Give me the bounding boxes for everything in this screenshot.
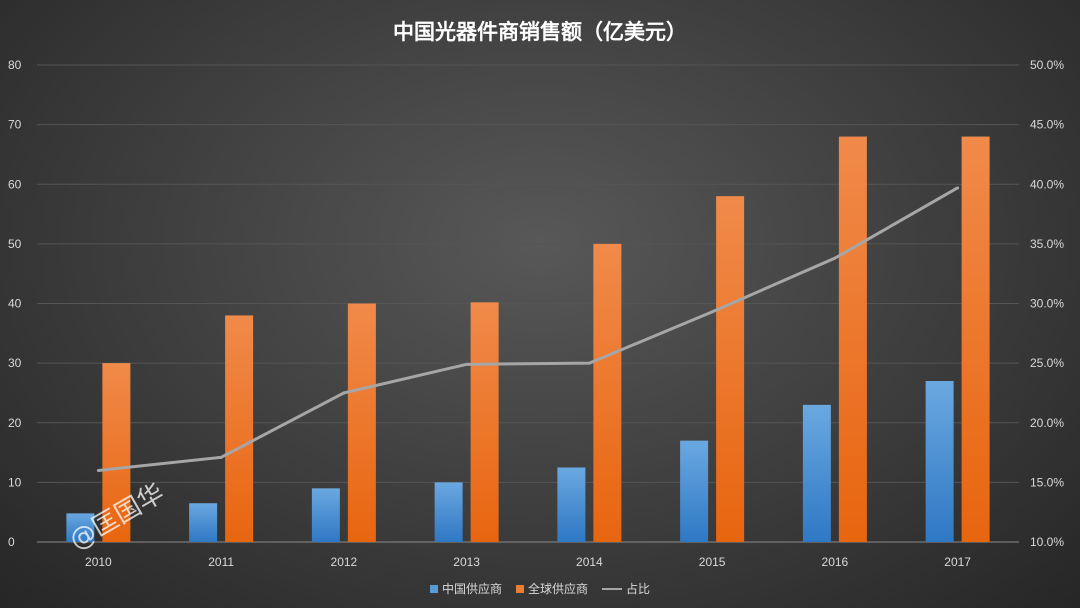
y-tick-label: 10 [8,475,22,489]
bar-global [838,136,867,543]
bar-global [102,363,131,542]
line-point [342,391,346,395]
bar-global [225,315,254,542]
x-tick-label: 2010 [85,555,112,569]
y-tick-label: 30 [8,356,22,370]
y2-tick-label: 35.0% [1030,237,1064,251]
x-tick-label: 2014 [576,555,603,569]
bar-global [593,243,622,542]
x-tick-label: 2015 [699,555,726,569]
bar-global [470,302,499,542]
line-point [956,186,960,190]
y2-tick-label: 25.0% [1030,356,1064,370]
bar-china [434,482,463,542]
y-tick-label: 20 [8,416,22,430]
legend-item: 全球供应商 [515,580,588,597]
legend-item: 中国供应商 [429,580,502,597]
legend-item: 占比 [602,580,650,597]
y-tick-label: 40 [8,297,22,311]
y2-tick-label: 50.0% [1030,58,1064,72]
y2-tick-label: 45.0% [1030,118,1064,132]
bar-china [66,513,95,542]
bar-global [961,136,990,543]
bar-china [189,503,218,542]
line-point [833,256,837,260]
y-tick-label: 60 [8,177,22,191]
y2-tick-label: 30.0% [1030,297,1064,311]
x-tick-label: 2017 [944,555,971,569]
legend-marker [602,587,622,590]
x-tick-label: 2016 [822,555,849,569]
y2-tick-label: 40.0% [1030,177,1064,191]
legend-label: 全球供应商 [527,582,588,596]
y2-tick-label: 15.0% [1030,475,1064,489]
y2-tick-label: 20.0% [1030,416,1064,430]
legend-label: 占比 [626,582,651,596]
line-point [465,362,469,366]
bar-china [802,404,831,542]
x-tick-label: 2012 [331,555,358,569]
bar-china [557,467,586,542]
bar-china [311,488,340,542]
y-tick-label: 0 [8,535,15,549]
legend-label: 中国供应商 [441,582,502,596]
legend-marker [429,584,438,593]
bar-china [680,440,709,542]
y-tick-label: 50 [8,237,22,251]
x-tick-label: 2013 [453,555,480,569]
line-point [96,468,100,472]
y-tick-label: 80 [8,58,22,72]
legend: 中国供应商 全球供应商 占比 [0,580,1080,597]
line-point [219,455,223,459]
y-tick-label: 70 [8,118,22,132]
y2-tick-label: 10.0% [1030,535,1064,549]
line-point [710,310,714,314]
chart-title: 中国光器件商销售额（亿美元） [393,20,687,44]
bar-global [347,303,376,542]
bar-china [925,381,954,542]
x-tick-label: 2011 [208,555,234,569]
line-share [98,186,959,472]
line-point [587,361,591,365]
bar-global [716,196,745,543]
legend-marker [515,584,524,593]
